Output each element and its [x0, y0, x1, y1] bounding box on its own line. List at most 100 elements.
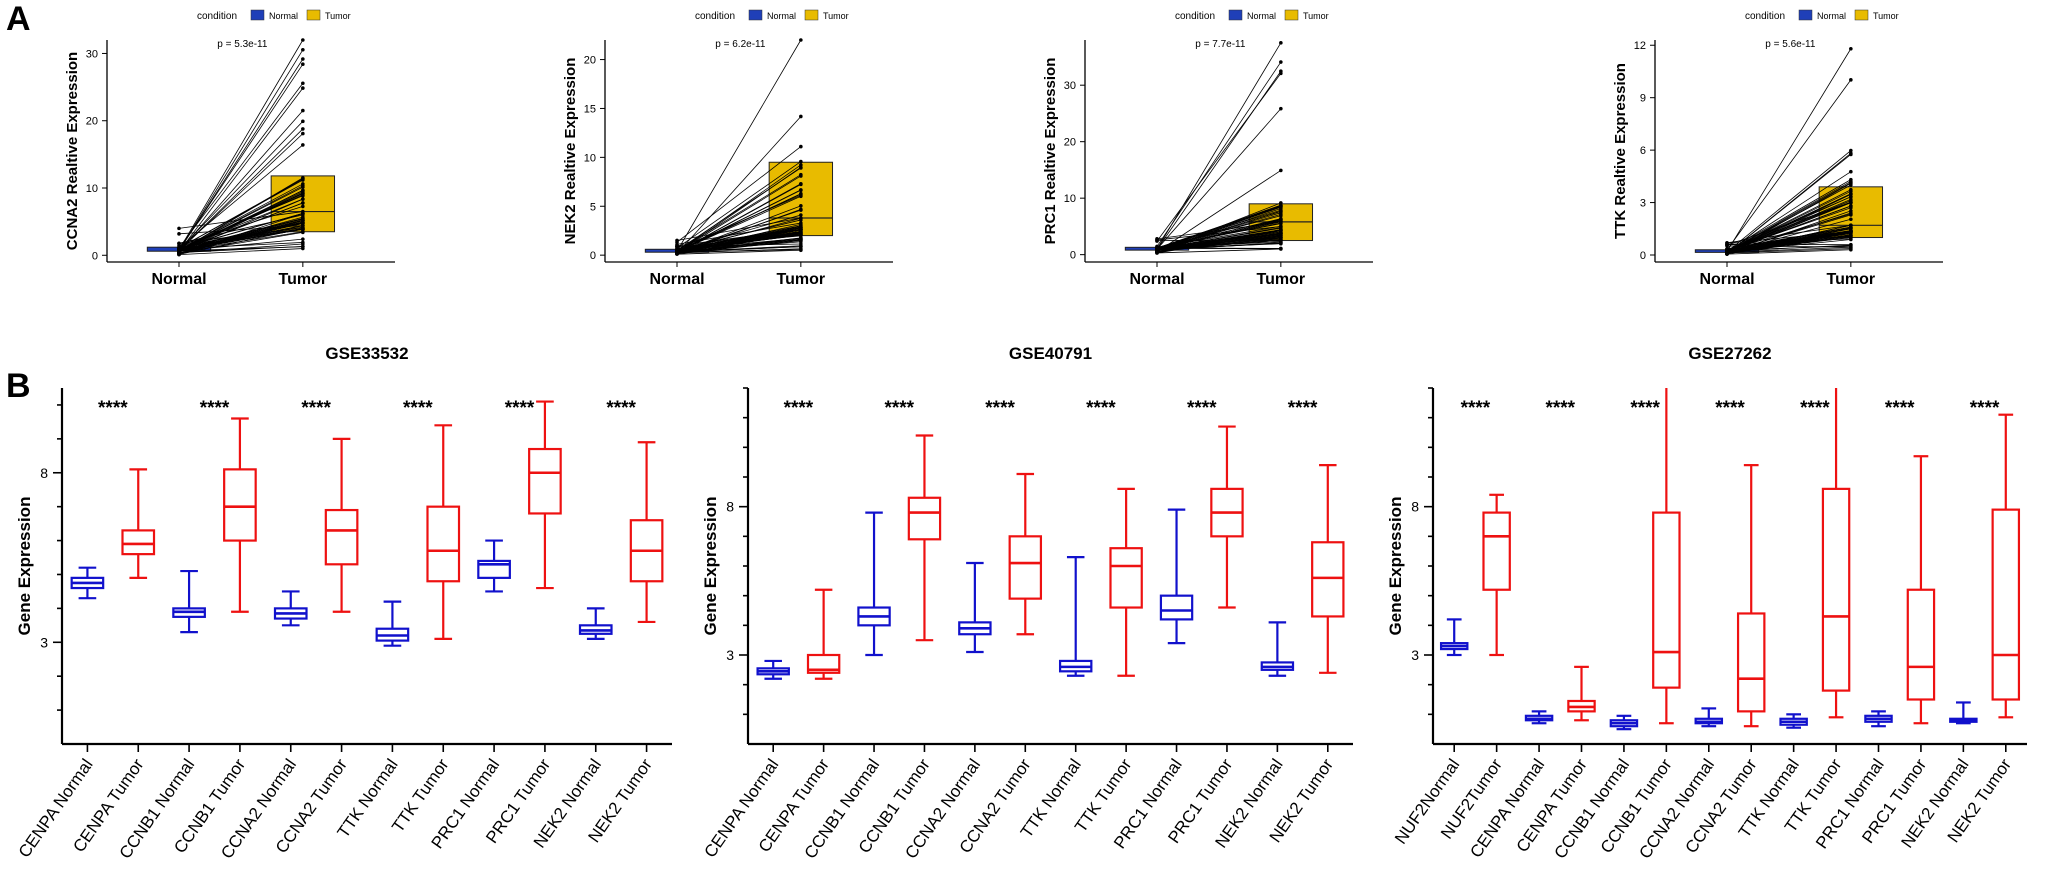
point-tumor	[799, 204, 803, 208]
x-tick-label: Normal	[1129, 271, 1184, 288]
paired-line	[1726, 201, 1851, 251]
point-tumor	[799, 181, 803, 186]
point-tumor	[799, 223, 803, 228]
significance-mark: ****	[1970, 398, 2000, 419]
point-tumor	[301, 57, 305, 61]
paired-line	[1156, 218, 1281, 249]
panel-a-chart-3: condition Normal Tumor p = 7.7e-11 0 10 20 30 PR…	[1042, 9, 1373, 288]
legend-title: condition	[197, 11, 237, 22]
panel-letter-a: A	[6, 0, 31, 38]
chart-title: GSE33532	[325, 344, 408, 363]
legend-swatch-normal	[1228, 9, 1243, 21]
paired-line	[1726, 246, 1851, 253]
point-tumor	[301, 62, 305, 67]
box-tumor	[426, 505, 461, 583]
point-tumor	[301, 230, 305, 235]
point-tumor	[301, 143, 305, 147]
legend-swatch-normal	[1798, 9, 1813, 21]
paired-line	[1156, 239, 1281, 242]
point-tumor	[1849, 200, 1853, 204]
point-tumor	[799, 243, 803, 248]
significance-mark: ****	[1288, 398, 1318, 419]
box-tumor	[1736, 612, 1766, 713]
significance-mark: ****	[1187, 398, 1217, 419]
paired-line	[676, 174, 802, 252]
paired-line	[676, 193, 802, 253]
point-tumor	[301, 209, 305, 214]
paired-line	[1156, 237, 1281, 251]
paired-line	[676, 229, 801, 253]
point-tumor	[799, 188, 803, 192]
paired-line	[1726, 248, 1851, 254]
paired-line	[178, 218, 303, 250]
paired-line	[1726, 154, 1852, 255]
significance-mark: ****	[1461, 398, 1491, 419]
point-tumor	[301, 197, 305, 201]
y-tick-label: 0	[1640, 250, 1646, 262]
y-tick-label: 20	[584, 55, 596, 67]
paired-line	[178, 219, 303, 252]
box-tumor	[1008, 535, 1043, 600]
panel-b-chart-1: GSE33532 3 8 Gene Expression **** **** **** ***…	[15, 344, 672, 862]
significance-mark: ****	[1800, 398, 1830, 419]
box-tumor	[907, 496, 942, 541]
point-tumor	[1849, 46, 1853, 51]
panel-a-chart-4: condition Normal Tumor p = 5.6e-11 0 3 6 9 12 TTK…	[1612, 9, 1943, 288]
box-tumor	[806, 653, 841, 674]
box-normal	[1159, 594, 1194, 621]
point-tumor	[301, 81, 305, 86]
legend-label-tumor: Tumor	[1303, 11, 1329, 21]
point-tumor	[301, 38, 305, 42]
point-tumor	[301, 246, 305, 251]
legend-label-tumor: Tumor	[325, 11, 351, 21]
point-tumor	[301, 193, 305, 198]
point-normal	[1725, 249, 1729, 254]
x-tick-label: Normal	[649, 271, 704, 288]
point-tumor	[799, 228, 803, 232]
paired-line	[178, 58, 304, 251]
point-tumor	[799, 213, 803, 217]
point-tumor	[1849, 237, 1853, 241]
point-tumor	[1849, 148, 1853, 153]
point-tumor	[1849, 209, 1853, 213]
point-tumor	[301, 204, 305, 209]
point-normal	[1155, 251, 1159, 255]
point-tumor	[301, 188, 305, 193]
paired-line	[1726, 150, 1852, 253]
y-tick-label: 3	[726, 647, 734, 663]
point-tumor	[301, 127, 305, 131]
point-tumor	[799, 172, 803, 177]
significance-mark: ****	[301, 398, 331, 419]
point-tumor	[1279, 201, 1283, 205]
point-normal	[675, 238, 679, 243]
legend-label-tumor: Tumor	[823, 11, 849, 21]
paired-line	[1726, 213, 1851, 251]
point-normal	[1155, 247, 1159, 251]
y-tick-label: 10	[86, 183, 98, 195]
point-normal	[675, 244, 679, 249]
point-tumor	[301, 108, 305, 113]
chart-title: GSE40791	[1009, 344, 1092, 363]
significance-mark: ****	[884, 398, 914, 419]
x-tick-label: Tumor	[1257, 271, 1306, 288]
box-tumor	[1652, 511, 1681, 689]
paired-line	[178, 179, 304, 249]
point-tumor	[1279, 216, 1283, 221]
y-tick-label: 10	[584, 152, 596, 164]
point-tumor	[799, 114, 803, 119]
significance-mark: ****	[1715, 398, 1745, 419]
paired-line	[1726, 232, 1851, 255]
point-normal	[177, 248, 181, 252]
paired-line	[676, 175, 802, 253]
legend-title: condition	[1175, 11, 1215, 22]
legend-label-normal: Normal	[1817, 11, 1846, 21]
paired-line	[1156, 225, 1281, 248]
legend-label-tumor: Tumor	[1873, 11, 1899, 21]
paired-line	[1156, 227, 1281, 250]
paired-line	[1156, 61, 1282, 247]
paired-line	[178, 198, 303, 253]
y-tick-label: 8	[726, 499, 734, 515]
point-tumor	[1279, 236, 1283, 240]
paired-line	[1156, 212, 1281, 251]
point-tumor	[301, 119, 305, 124]
